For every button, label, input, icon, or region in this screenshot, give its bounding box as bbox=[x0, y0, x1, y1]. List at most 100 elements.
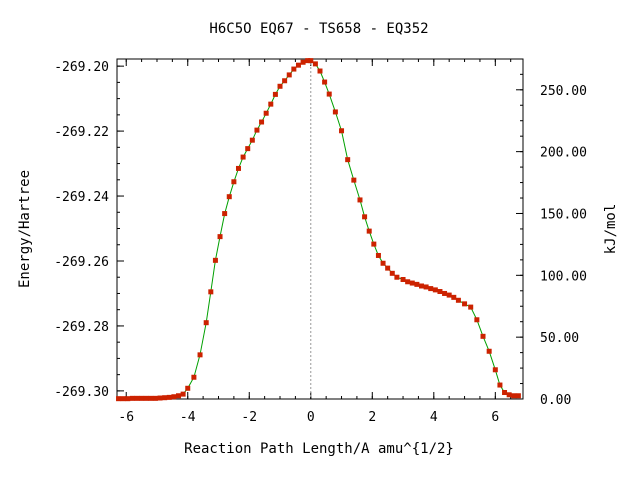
y-tick-label: -269.22 bbox=[54, 125, 109, 140]
data-point bbox=[455, 297, 461, 303]
data-point bbox=[362, 214, 368, 220]
data-point bbox=[249, 137, 255, 143]
x-tick-label: 6 bbox=[491, 410, 499, 425]
y2-tick-label: 0.00 bbox=[540, 393, 571, 408]
data-point bbox=[442, 290, 448, 296]
data-point bbox=[222, 211, 228, 217]
data-point bbox=[474, 317, 480, 323]
data-point bbox=[506, 392, 512, 398]
plot-frame bbox=[116, 58, 524, 400]
data-point bbox=[212, 257, 218, 263]
data-point bbox=[497, 382, 503, 388]
data-point bbox=[291, 66, 297, 72]
x-tick-label: 0 bbox=[307, 410, 315, 425]
data-point bbox=[162, 395, 168, 401]
data-point bbox=[515, 393, 521, 399]
data-point bbox=[462, 301, 468, 307]
chart-marks: -6 -4 -2 0 2 4 6 -269.30 -269.28 -269.26 -269.24 -2… bbox=[54, 58, 587, 425]
data-point bbox=[282, 78, 288, 84]
data-point bbox=[240, 154, 246, 160]
data-point bbox=[428, 286, 434, 292]
data-point bbox=[446, 292, 452, 298]
y-tick-label: -269.24 bbox=[54, 190, 109, 205]
data-point bbox=[125, 396, 131, 402]
data-point bbox=[357, 197, 363, 203]
y2-tick-label: 100.00 bbox=[540, 269, 587, 284]
data-point bbox=[400, 276, 406, 282]
data-point bbox=[432, 287, 438, 293]
data-point bbox=[235, 165, 241, 171]
y2-tick-label: 200.00 bbox=[540, 146, 587, 161]
data-point bbox=[129, 395, 135, 401]
y-tick-label: -269.30 bbox=[54, 385, 109, 400]
data-point bbox=[468, 304, 474, 310]
data-point bbox=[120, 396, 126, 402]
data-point bbox=[157, 395, 163, 401]
data-point bbox=[409, 280, 415, 286]
data-point bbox=[180, 391, 186, 397]
chart-title: H6C5O EQ67 - TS658 - EQ352 bbox=[209, 21, 428, 37]
data-point bbox=[414, 281, 420, 287]
data-point bbox=[254, 127, 260, 133]
data-point bbox=[263, 110, 269, 116]
data-point bbox=[208, 289, 214, 295]
y-tick-label: -269.28 bbox=[54, 320, 109, 335]
x-tick-label: 4 bbox=[430, 410, 438, 425]
data-point bbox=[245, 146, 251, 152]
data-point bbox=[191, 374, 197, 380]
y2-tick-label: 250.00 bbox=[540, 84, 587, 99]
data-point bbox=[176, 393, 182, 399]
data-point bbox=[305, 58, 311, 64]
data-point bbox=[152, 395, 158, 401]
data-point bbox=[332, 109, 338, 115]
data-point bbox=[259, 119, 265, 125]
x-axis-label: Reaction Path Length/A amu^{1/2} bbox=[184, 441, 454, 457]
data-point bbox=[380, 260, 386, 266]
data-point bbox=[308, 58, 314, 64]
data-point bbox=[295, 62, 301, 68]
data-point bbox=[134, 395, 140, 401]
data-point bbox=[268, 101, 274, 107]
data-point bbox=[171, 394, 177, 400]
data-point bbox=[385, 265, 391, 271]
data-point bbox=[317, 68, 323, 74]
data-point bbox=[345, 157, 351, 163]
data-point bbox=[405, 279, 411, 285]
data-point bbox=[322, 79, 328, 85]
data-point bbox=[394, 274, 400, 280]
x-tick-label: 2 bbox=[368, 410, 376, 425]
series-line bbox=[118, 60, 519, 400]
y2-axis-label: kJ/mol bbox=[603, 204, 619, 255]
y-tick-label: -269.26 bbox=[54, 255, 109, 270]
data-point bbox=[148, 395, 154, 401]
data-point bbox=[272, 91, 278, 97]
data-point bbox=[231, 179, 237, 185]
data-point bbox=[502, 390, 508, 396]
data-point bbox=[166, 394, 172, 400]
data-point bbox=[366, 228, 372, 234]
data-point bbox=[277, 83, 283, 89]
data-point bbox=[451, 294, 457, 300]
data-point bbox=[486, 348, 492, 354]
y2-tick-label: 150.00 bbox=[540, 207, 587, 222]
y-axis-label: Energy/Hartree bbox=[17, 170, 33, 288]
data-point bbox=[351, 177, 357, 183]
data-point bbox=[226, 194, 232, 200]
data-point bbox=[312, 61, 318, 67]
data-point bbox=[423, 284, 429, 290]
data-point bbox=[339, 128, 345, 134]
data-point bbox=[300, 59, 306, 65]
data-point bbox=[326, 91, 332, 97]
data-point bbox=[139, 395, 145, 401]
y2-tick-label: 50.00 bbox=[540, 331, 579, 346]
data-point bbox=[437, 289, 443, 295]
x-tick-label: -6 bbox=[118, 410, 134, 425]
data-point bbox=[480, 333, 486, 339]
data-point bbox=[185, 385, 191, 391]
data-point bbox=[375, 252, 381, 258]
x-tick-label: -4 bbox=[180, 410, 196, 425]
y-tick-label: -269.20 bbox=[54, 60, 109, 75]
data-point bbox=[389, 270, 395, 276]
